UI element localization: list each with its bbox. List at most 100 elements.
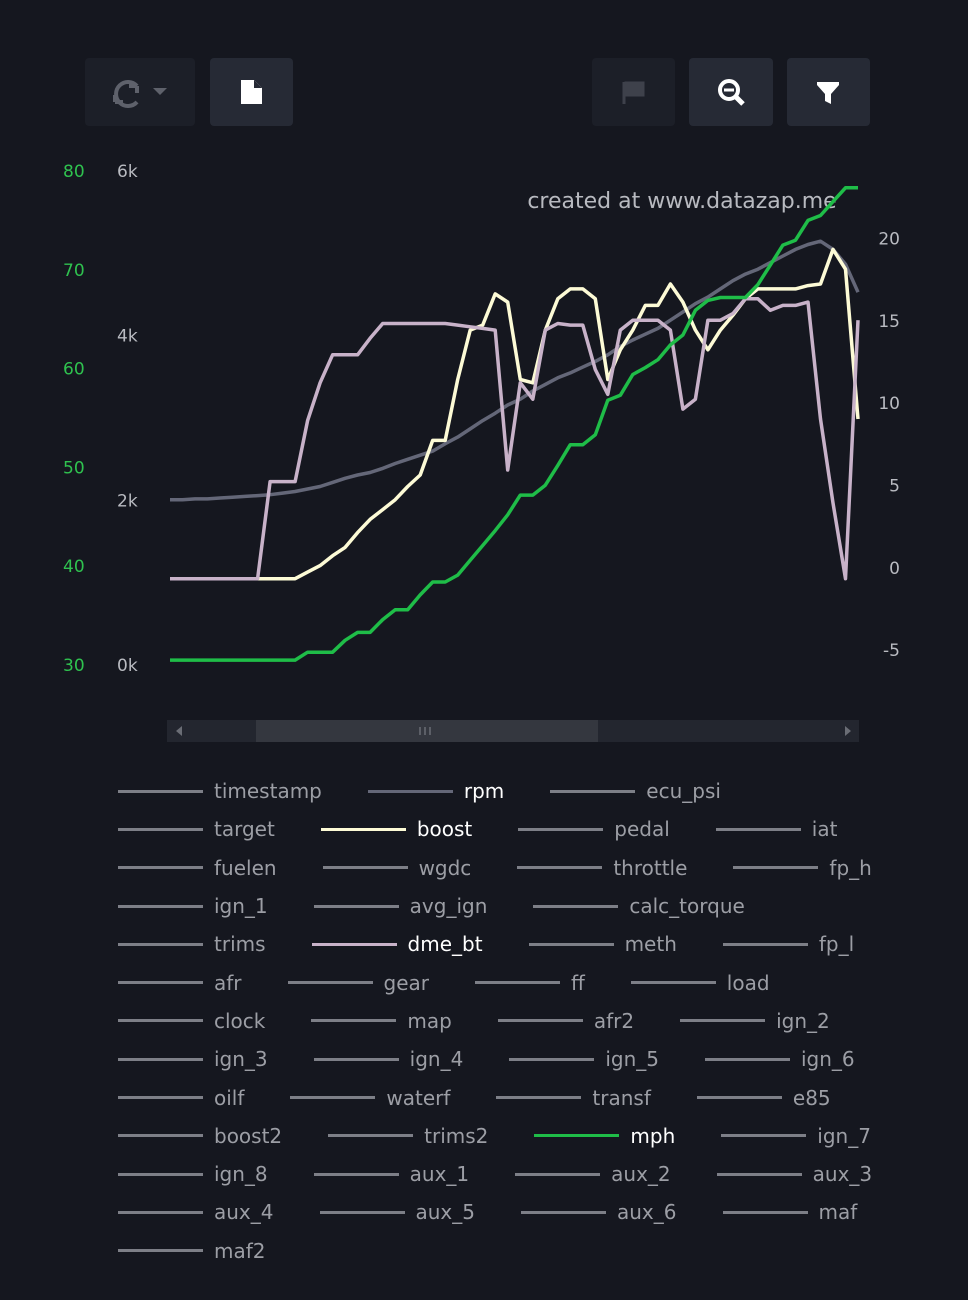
legend-item[interactable]: aux_4 (118, 1193, 274, 1231)
legend-item[interactable]: fp_h (733, 849, 872, 887)
legend-item[interactable]: ign_1 (118, 887, 268, 925)
legend-item[interactable]: maf2 (118, 1232, 266, 1270)
legend-swatch (696, 1096, 782, 1100)
legend-item[interactable]: meth (528, 925, 677, 963)
legend-swatch (475, 981, 561, 985)
legend-swatch (722, 1210, 808, 1214)
legend-swatch (533, 904, 619, 908)
legend-item[interactable]: ign_6 (704, 1040, 855, 1078)
legend-item[interactable]: load (630, 963, 770, 1001)
legend-swatch (118, 827, 203, 831)
legend-swatch (118, 789, 203, 793)
watermark: created at www.datazap.me (527, 189, 836, 214)
legend-item[interactable]: boost (320, 810, 472, 848)
series-line (170, 297, 860, 581)
legend-swatch (518, 827, 604, 831)
legend-label: avg_ign (409, 894, 488, 919)
y-tick-label: 70 (63, 261, 85, 281)
legend-item[interactable]: ign_2 (680, 1002, 830, 1040)
legend-item[interactable]: ign_8 (118, 1155, 268, 1193)
legend-label: aux_1 (409, 1162, 470, 1187)
legend-item[interactable]: aux_6 (521, 1193, 677, 1231)
legend-item[interactable]: afr (118, 963, 242, 1001)
legend-swatch (528, 942, 614, 946)
legend-label: dme_bt (407, 932, 483, 957)
legend-swatch (320, 827, 406, 831)
legend-label: afr2 (593, 1008, 635, 1033)
legend-label: afr (214, 970, 242, 995)
legend-swatch (630, 981, 716, 985)
legend-item[interactable]: trims (118, 925, 266, 963)
legend-swatch (716, 1172, 802, 1176)
legend-item[interactable]: rpm (367, 772, 504, 810)
legend-item[interactable]: boost2 (118, 1117, 282, 1155)
y-tick-label: 0k (117, 656, 138, 676)
y-tick-label: 15 (878, 312, 900, 332)
legend-item[interactable]: mph (534, 1117, 675, 1155)
legend-item[interactable]: avg_ign (313, 887, 488, 925)
legend-label: e85 (792, 1085, 831, 1110)
legend-swatch (118, 1210, 203, 1214)
zoom-button[interactable] (689, 58, 773, 126)
legend-item[interactable]: aux_1 (313, 1155, 470, 1193)
series-line (170, 239, 860, 502)
flag-button[interactable] (592, 58, 675, 126)
scroll-grip (419, 727, 431, 735)
legend-item[interactable]: target (118, 810, 275, 848)
y-tick-label: 20 (878, 230, 900, 250)
legend-item[interactable]: ign_4 (313, 1040, 463, 1078)
legend-swatch (550, 789, 636, 793)
legend-item[interactable]: aux_3 (716, 1155, 872, 1193)
file-button[interactable] (210, 58, 293, 126)
legend-swatch (715, 827, 801, 831)
legend-item[interactable]: transf (496, 1078, 651, 1116)
legend-item[interactable]: ign_7 (721, 1117, 871, 1155)
legend-item[interactable]: gear (287, 963, 430, 1001)
legend-swatch (118, 904, 203, 908)
legend-label: ign_5 (605, 1047, 659, 1072)
legend-item[interactable]: wgdc (322, 849, 471, 887)
legend-item[interactable]: aux_2 (515, 1155, 671, 1193)
legend-item[interactable]: calc_torque (533, 887, 745, 925)
legend-label: maf (818, 1200, 858, 1225)
legend-label: pedal (614, 817, 670, 842)
legend-item[interactable]: trims2 (328, 1117, 488, 1155)
legend-item[interactable]: throttle (517, 849, 687, 887)
legend-item[interactable]: ign_3 (118, 1040, 268, 1078)
y-tick-label: 60 (63, 360, 85, 380)
legend-item[interactable]: afr2 (497, 1002, 635, 1040)
legend-label: trims (214, 932, 266, 957)
legend-label: ign_1 (214, 894, 268, 919)
legend-label: maf2 (214, 1238, 266, 1263)
legend-item[interactable]: waterf (290, 1078, 450, 1116)
filter-button[interactable] (787, 58, 870, 126)
legend-item[interactable]: maf (722, 1193, 858, 1231)
legend-item[interactable]: iat (715, 810, 837, 848)
legend-item[interactable]: oilf (118, 1078, 244, 1116)
legend-item[interactable]: e85 (696, 1078, 831, 1116)
legend-item[interactable]: pedal (518, 810, 670, 848)
legend-label: gear (383, 970, 430, 995)
file-icon (241, 80, 262, 104)
legend-item[interactable]: aux_5 (319, 1193, 475, 1231)
legend-swatch (118, 1019, 203, 1023)
legend-item[interactable]: fp_l (722, 925, 854, 963)
legend-swatch (496, 1096, 582, 1100)
y-tick-label: 30 (63, 656, 85, 676)
legend-swatch (721, 1134, 807, 1138)
legend-item[interactable]: dme_bt (311, 925, 483, 963)
legend-swatch (319, 1210, 405, 1214)
legend-swatch (118, 866, 203, 870)
legend-item[interactable]: clock (118, 1002, 265, 1040)
refresh-button[interactable] (85, 58, 195, 126)
legend-item[interactable]: fuelen (118, 849, 277, 887)
legend-label: target (214, 817, 275, 842)
legend-label: map (407, 1008, 452, 1033)
legend-item[interactable]: ff (475, 963, 585, 1001)
legend-item[interactable]: ign_5 (509, 1040, 659, 1078)
legend-item[interactable]: map (311, 1002, 452, 1040)
legend-item[interactable]: timestamp (118, 772, 322, 810)
legend-label: timestamp (214, 779, 322, 804)
scroll-thumb[interactable] (256, 720, 598, 742)
legend-item[interactable]: ecu_psi (550, 772, 721, 810)
